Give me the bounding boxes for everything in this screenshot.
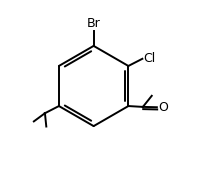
Text: Br: Br	[87, 17, 100, 30]
Text: Cl: Cl	[143, 52, 156, 65]
Text: O: O	[158, 101, 169, 114]
